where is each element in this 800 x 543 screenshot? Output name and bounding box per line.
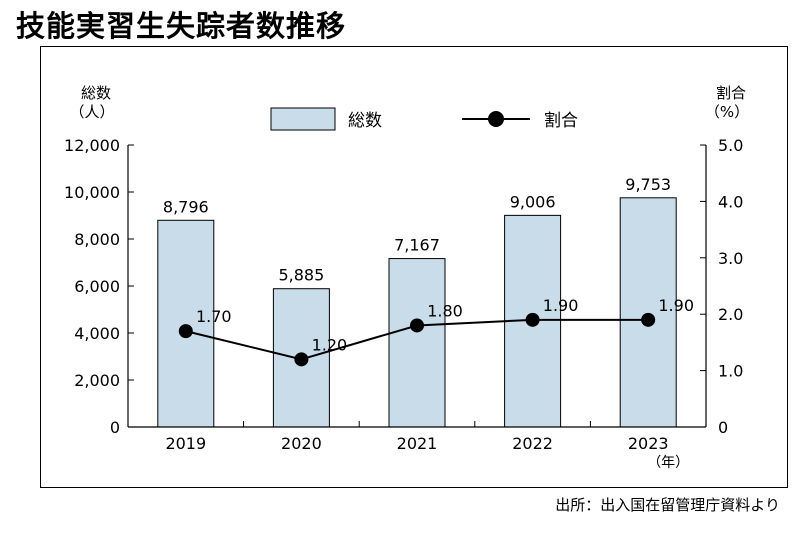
ratio-point [178, 324, 193, 339]
left-tick-label: 10,000 [64, 183, 120, 202]
ratio-point [641, 312, 656, 327]
ratio-point [525, 312, 540, 327]
x-tick-label: 2022 [512, 434, 553, 453]
ratio-value-label: 1.90 [658, 296, 694, 315]
ratio-value-label: 1.90 [543, 296, 579, 315]
bar [619, 197, 677, 428]
x-tick-label: 2021 [397, 434, 438, 453]
line-group [178, 312, 656, 367]
legend-group: 総数 割合 [270, 107, 578, 131]
bar-value-label: 5,885 [278, 266, 324, 285]
right-axis-unit: （%） [705, 103, 749, 121]
legend-line-label: 割合 [544, 111, 578, 131]
left-tick-label: 0 [110, 418, 120, 437]
bar-value-label: 9,006 [510, 192, 556, 211]
right-tick-label: 5.0 [718, 136, 743, 155]
axes-group: 0 2,000 4,000 6,000 8,000 10,000 12,000 0 1.0 2.0… [64, 84, 749, 471]
left-axis-title: 総数 [81, 84, 111, 102]
ratio-value-label: 1.70 [196, 307, 232, 326]
ratio-value-label: 1.20 [312, 335, 348, 354]
labels-group: 8,796 5,885 7,167 9,006 9,753 1.70 1.20 1.80 1.9… [163, 175, 694, 355]
legend-bar-swatch [270, 107, 336, 131]
left-tick-label: 8,000 [74, 230, 120, 249]
x-tick-label: 2023 [628, 434, 669, 453]
ratio-point [410, 318, 424, 333]
x-tick-label: 2019 [165, 434, 206, 453]
bar-value-label: 9,753 [625, 175, 671, 194]
left-tick-label: 12,000 [64, 136, 120, 155]
left-tick-label: 2,000 [74, 371, 120, 390]
right-tick-label: 0 [718, 418, 728, 437]
right-tick-label: 4.0 [718, 192, 743, 211]
bar-value-label: 7,167 [394, 236, 440, 255]
ratio-point [294, 352, 309, 367]
bar-value-label: 8,796 [163, 197, 209, 216]
right-tick-label: 3.0 [718, 249, 743, 268]
bar [388, 258, 446, 428]
ratio-value-label: 1.80 [427, 301, 463, 320]
right-tick-label: 1.0 [718, 362, 743, 381]
source-note: 出所：出入国在留管理庁資料より [555, 496, 780, 514]
left-tick-label: 4,000 [74, 324, 120, 343]
bars-group [157, 197, 677, 428]
x-tick-label: 2020 [281, 434, 322, 453]
left-tick-label: 6,000 [74, 277, 120, 296]
legend-line-marker [488, 111, 504, 127]
left-axis-unit: （人） [69, 103, 114, 121]
right-axis-title: 割合 [716, 84, 746, 102]
x-unit-label: （年） [647, 455, 689, 471]
bar [157, 219, 215, 428]
chart-title: 技能実習生失踪者数推移 [16, 9, 347, 43]
right-tick-label: 2.0 [718, 305, 743, 324]
legend-bar-label: 総数 [348, 111, 382, 131]
chart-frame [40, 46, 788, 488]
